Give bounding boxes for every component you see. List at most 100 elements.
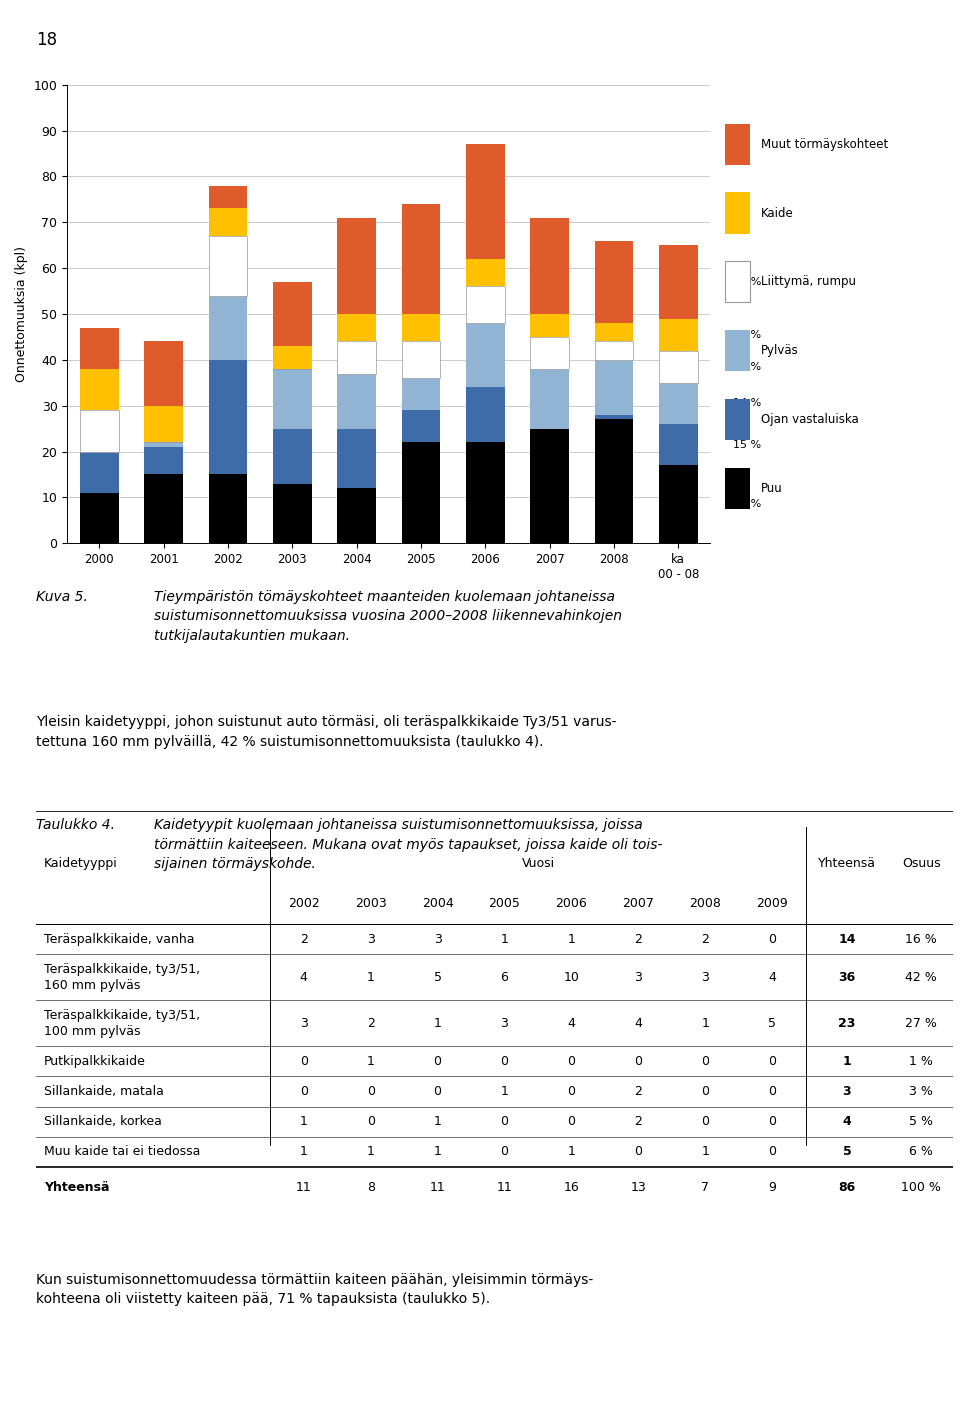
Text: 0: 0 [500, 1115, 509, 1129]
Bar [401, 203, 441, 313]
Bar [144, 341, 183, 406]
Text: 100 %: 100 % [901, 1181, 941, 1194]
Text: 0: 0 [768, 1055, 777, 1068]
Text: Yleisin kaidetyyppi, johon suistunut auto törmäsi, oli teräspalkkikaide Ty3/51 v: Yleisin kaidetyyppi, johon suistunut aut… [36, 715, 617, 749]
Bar [144, 474, 183, 543]
Text: 2: 2 [635, 1115, 642, 1129]
Text: 14 %: 14 % [732, 398, 761, 408]
Text: 26 %: 26 % [732, 499, 761, 509]
Text: 2: 2 [702, 933, 709, 945]
Text: 3: 3 [367, 933, 374, 945]
Bar [273, 346, 312, 368]
Text: Tieympäristön tömäyskohteet maanteiden kuolemaan johtaneissa
suistumisonnettomuu: Tieympäristön tömäyskohteet maanteiden k… [154, 590, 622, 643]
Text: 0: 0 [500, 1055, 509, 1068]
Bar [594, 419, 634, 543]
Bar [208, 209, 248, 236]
Text: 1: 1 [567, 933, 575, 945]
Bar [80, 370, 119, 411]
Bar [273, 429, 312, 484]
Text: 3: 3 [702, 971, 709, 983]
Text: 1: 1 [702, 1146, 709, 1158]
Bar [594, 415, 634, 419]
Text: Sillankaide, matala: Sillankaide, matala [44, 1085, 164, 1098]
Text: 10 %: 10 % [732, 330, 761, 340]
Text: 1: 1 [434, 1115, 442, 1129]
Text: 1: 1 [367, 1055, 374, 1068]
Text: Teräspalkkikaide, vanha: Teräspalkkikaide, vanha [44, 933, 194, 945]
Text: Liittymä, rumpu: Liittymä, rumpu [761, 275, 856, 288]
Text: Taulukko 4.: Taulukko 4. [36, 818, 115, 832]
Bar [337, 217, 376, 313]
Text: 2009: 2009 [756, 897, 788, 910]
Text: 0: 0 [702, 1085, 709, 1098]
Bar [659, 351, 698, 382]
Text: 36: 36 [838, 971, 855, 983]
Text: Yhteensä: Yhteensä [44, 1181, 109, 1194]
Text: 1: 1 [702, 1017, 709, 1030]
Text: 15 %: 15 % [732, 440, 761, 450]
Bar [401, 378, 441, 411]
Text: 5: 5 [434, 971, 442, 983]
Text: 0: 0 [635, 1146, 642, 1158]
Bar [659, 319, 698, 351]
Text: 18: 18 [36, 31, 58, 49]
Text: 4: 4 [300, 971, 307, 983]
Bar [466, 260, 505, 286]
Bar [725, 330, 750, 371]
Bar [208, 360, 248, 474]
Text: 1: 1 [300, 1115, 307, 1129]
Text: 11: 11 [430, 1181, 445, 1194]
Text: 2002: 2002 [288, 897, 320, 910]
Bar [530, 217, 569, 313]
Text: Sillankaide, korkea: Sillankaide, korkea [44, 1115, 161, 1129]
Bar [337, 341, 376, 374]
Bar [401, 443, 441, 543]
Text: 3: 3 [843, 1085, 852, 1098]
Text: 2004: 2004 [421, 897, 453, 910]
Text: 0: 0 [567, 1085, 575, 1098]
Text: 0: 0 [702, 1115, 709, 1129]
Bar [208, 185, 248, 209]
Text: 27 %: 27 % [905, 1017, 937, 1030]
Text: 4: 4 [768, 971, 776, 983]
Bar [594, 323, 634, 341]
Text: 3: 3 [500, 1017, 509, 1030]
Text: 11: 11 [296, 1181, 312, 1194]
Bar [530, 368, 569, 429]
Text: Ojan vastaluiska: Ojan vastaluiska [761, 413, 858, 426]
Bar [530, 313, 569, 337]
Text: 0: 0 [567, 1115, 575, 1129]
Bar [80, 492, 119, 543]
Text: 4: 4 [635, 1017, 642, 1030]
Text: 2005: 2005 [489, 897, 520, 910]
Bar [80, 411, 119, 452]
Text: Muu kaide tai ei tiedossa: Muu kaide tai ei tiedossa [44, 1146, 201, 1158]
Text: 0: 0 [434, 1055, 442, 1068]
Bar [725, 399, 750, 440]
Text: 23: 23 [838, 1017, 855, 1030]
Bar [273, 282, 312, 346]
Bar [80, 452, 119, 492]
Bar [594, 360, 634, 415]
Text: 0: 0 [500, 1146, 509, 1158]
Bar [144, 406, 183, 443]
Bar [466, 286, 505, 323]
Text: 0: 0 [768, 933, 777, 945]
Text: 16: 16 [564, 1181, 579, 1194]
Text: 2: 2 [635, 1085, 642, 1098]
Text: 1: 1 [367, 1146, 374, 1158]
Text: Kaide: Kaide [761, 206, 794, 220]
Text: Vuosi: Vuosi [521, 858, 555, 871]
Text: 16 %: 16 % [905, 933, 937, 945]
Bar [725, 124, 750, 165]
Text: 1: 1 [434, 1017, 442, 1030]
Text: 2: 2 [635, 933, 642, 945]
Text: 3 %: 3 % [909, 1085, 933, 1098]
Bar [208, 296, 248, 360]
Text: 4: 4 [567, 1017, 575, 1030]
Text: 3: 3 [300, 1017, 307, 1030]
Text: 10: 10 [564, 971, 580, 983]
Text: 1: 1 [500, 933, 509, 945]
Text: 0: 0 [300, 1055, 308, 1068]
Text: Muut törmäyskohteet: Muut törmäyskohteet [761, 138, 888, 151]
